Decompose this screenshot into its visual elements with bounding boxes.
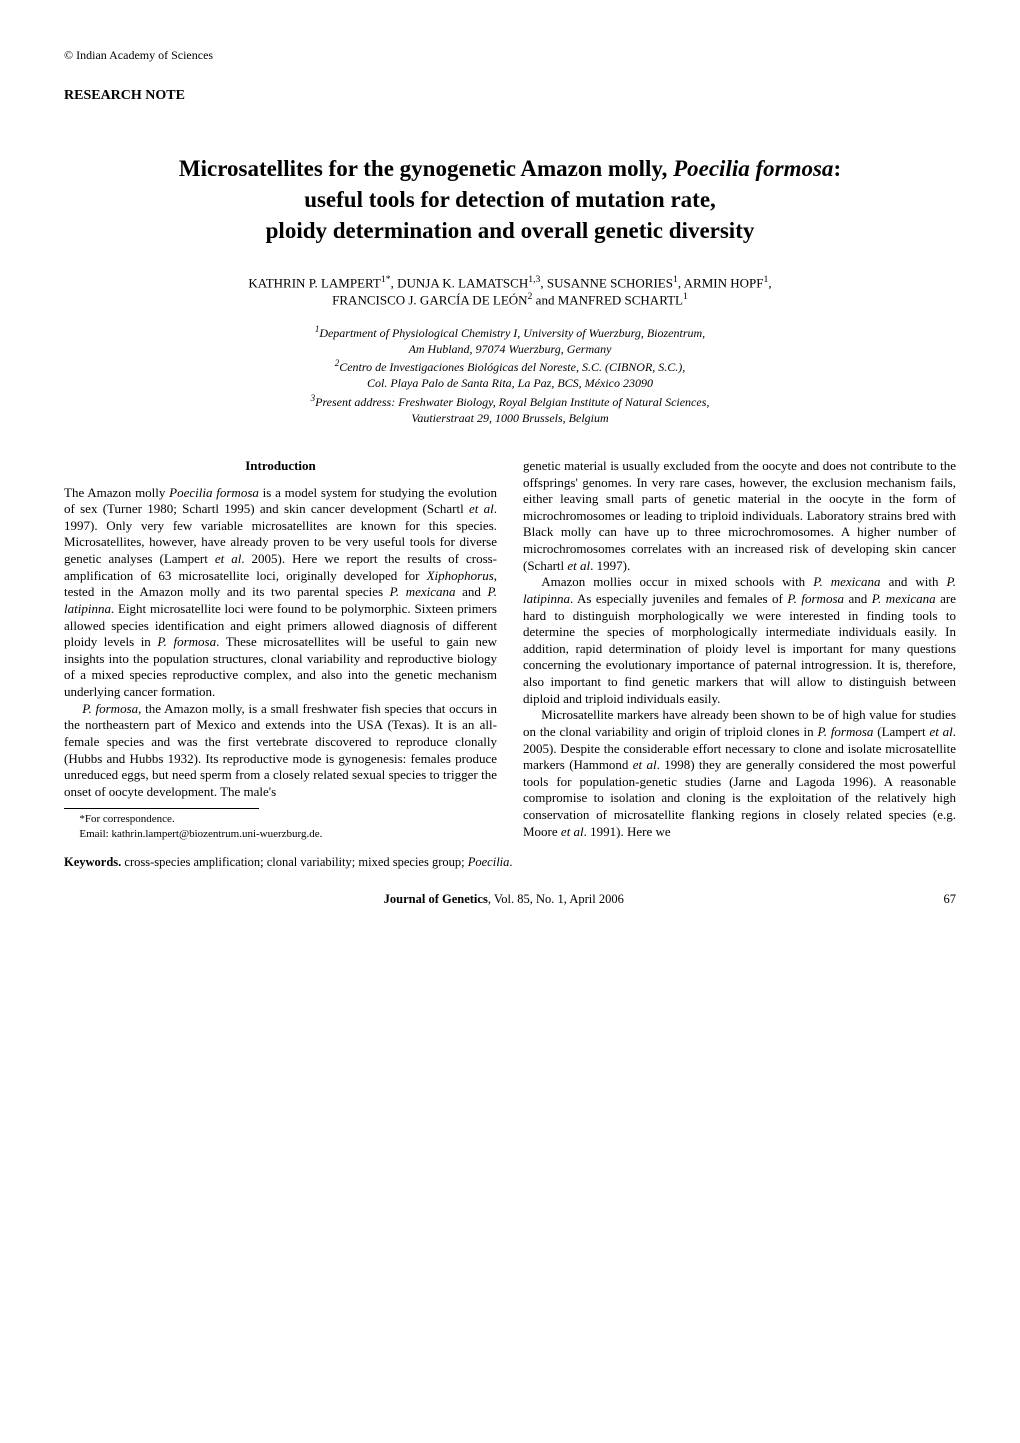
- footer-page-number: 67: [944, 892, 957, 908]
- c2p3-ital-b: et al: [929, 724, 952, 739]
- page-footer: Journal of Genetics, Vol. 85, No. 1, Apr…: [64, 892, 956, 908]
- footer-issue: , Vol. 85, No. 1, April 2006: [488, 892, 624, 906]
- author-4-aff: 1: [763, 274, 768, 285]
- col2-paragraph-2: Amazon mollies occur in mixed schools wi…: [523, 574, 956, 707]
- authors-and: and: [532, 293, 557, 308]
- introduction-heading: Introduction: [64, 458, 497, 475]
- p1-text-f: and: [456, 584, 488, 599]
- c2p3-ital-d: et al: [561, 824, 584, 839]
- c2p2-text-e: are hard to distinguish morphologically …: [523, 591, 956, 706]
- keywords-ital: Poecilia: [468, 855, 510, 869]
- author-list: KATHRIN P. LAMPERT1*, DUNJA K. LAMATSCH1…: [64, 274, 956, 309]
- copyright-symbol: ©: [64, 48, 73, 62]
- title-line-1-suffix: :: [833, 156, 841, 181]
- aff-3-line-1: Present address: Freshwater Biology, Roy…: [315, 395, 709, 409]
- c2p3-text-b: (Lampert: [873, 724, 929, 739]
- copyright-text: Indian Academy of Sciences: [76, 48, 213, 62]
- c2p2-text-a: Amazon mollies occur in mixed schools wi…: [541, 574, 813, 589]
- keywords-line: Keywords. cross-species amplification; c…: [64, 855, 956, 871]
- c2p2-text-d: and: [844, 591, 872, 606]
- affiliation-block: 1Department of Physiological Chemistry I…: [64, 323, 956, 426]
- article-title: Microsatellites for the gynogenetic Amaz…: [100, 153, 921, 246]
- p1-ital-d: Xiphophorus: [427, 568, 494, 583]
- keywords-period: .: [509, 855, 512, 869]
- footer-journal: Journal of Genetics: [384, 892, 488, 906]
- footnote-block: *For correspondence. Email: kathrin.lamp…: [64, 808, 497, 840]
- title-species: Poecilia formosa: [673, 156, 833, 181]
- aff-1-line-1: Department of Physiological Chemistry I,…: [319, 326, 705, 340]
- author-1-aff: 1*: [381, 274, 391, 285]
- p1-ital-e: P. mexicana: [390, 584, 456, 599]
- p1-text-a: The Amazon molly: [64, 485, 169, 500]
- paragraph-1: The Amazon molly Poecilia formosa is a m…: [64, 485, 497, 701]
- c2p3-ital-a: P. formosa: [817, 724, 873, 739]
- keywords-text: cross-species amplification; clonal vari…: [121, 855, 467, 869]
- paragraph-2: P. formosa, the Amazon molly, is a small…: [64, 701, 497, 801]
- c2p1-ital: et al: [567, 558, 590, 573]
- aff-2-line-1: Centro de Investigaciones Biológicas del…: [339, 360, 685, 374]
- author-1: KATHRIN P. LAMPERT: [248, 275, 380, 290]
- footnote-rule: [64, 808, 259, 809]
- footnote-correspondence: *For correspondence.: [64, 812, 497, 826]
- title-line-2: useful tools for detection of mutation r…: [304, 187, 716, 212]
- c2p2-ital-a: P. mexicana: [813, 574, 880, 589]
- c2p1-text-b: . 1997).: [590, 558, 630, 573]
- c2p2-text-c: . As especially juveniles and females of: [570, 591, 787, 606]
- c2p1-text-a: genetic material is usually excluded fro…: [523, 458, 956, 573]
- col2-paragraph-3: Microsatellite markers have already been…: [523, 707, 956, 840]
- keywords-label: Keywords.: [64, 855, 121, 869]
- p1-ital-g: P. formosa: [157, 634, 216, 649]
- author-3: SUSANNE SCHORIES: [547, 275, 673, 290]
- title-line-1a: Microsatellites for the gynogenetic Amaz…: [179, 156, 673, 181]
- aff-1-line-2: Am Hubland, 97074 Wuerzburg, Germany: [409, 342, 612, 356]
- footer-journal-block: Journal of Genetics, Vol. 85, No. 1, Apr…: [384, 892, 624, 908]
- p2-ital-a: P. formosa: [82, 701, 138, 716]
- col2-paragraph-1: genetic material is usually excluded fro…: [523, 458, 956, 574]
- c2p3-text-e: . 1991). Here we: [584, 824, 671, 839]
- c2p2-text-b: and with: [881, 574, 947, 589]
- p1-ital-a: Poecilia formosa: [169, 485, 259, 500]
- c2p2-ital-c: P. formosa: [787, 591, 844, 606]
- aff-2-line-2: Col. Playa Palo de Santa Rita, La Paz, B…: [367, 376, 653, 390]
- author-6: MANFRED SCHARTL: [558, 293, 683, 308]
- author-6-aff: 1: [683, 291, 688, 302]
- author-3-aff: 1: [673, 274, 678, 285]
- p1-ital-b: et al: [469, 501, 494, 516]
- author-2: DUNJA K. LAMATSCH: [397, 275, 528, 290]
- body-columns: Introduction The Amazon molly Poecilia f…: [64, 458, 956, 841]
- author-2-aff: 1,3: [528, 274, 540, 285]
- section-label: RESEARCH NOTE: [64, 87, 956, 105]
- author-5: FRANCISCO J. GARCÍA DE LEÓN: [332, 293, 527, 308]
- c2p2-ital-d: P. mexicana: [872, 591, 936, 606]
- title-line-3: ploidy determination and overall genetic…: [266, 218, 755, 243]
- copyright-line: © Indian Academy of Sciences: [64, 48, 956, 63]
- aff-3-line-2: Vautierstraat 29, 1000 Brussels, Belgium: [411, 411, 608, 425]
- author-4: ARMIN HOPF: [684, 275, 764, 290]
- c2p3-ital-c: et al: [633, 757, 657, 772]
- footnote-email: Email: kathrin.lampert@biozentrum.uni-wu…: [64, 827, 497, 841]
- p1-ital-c: et al: [215, 551, 241, 566]
